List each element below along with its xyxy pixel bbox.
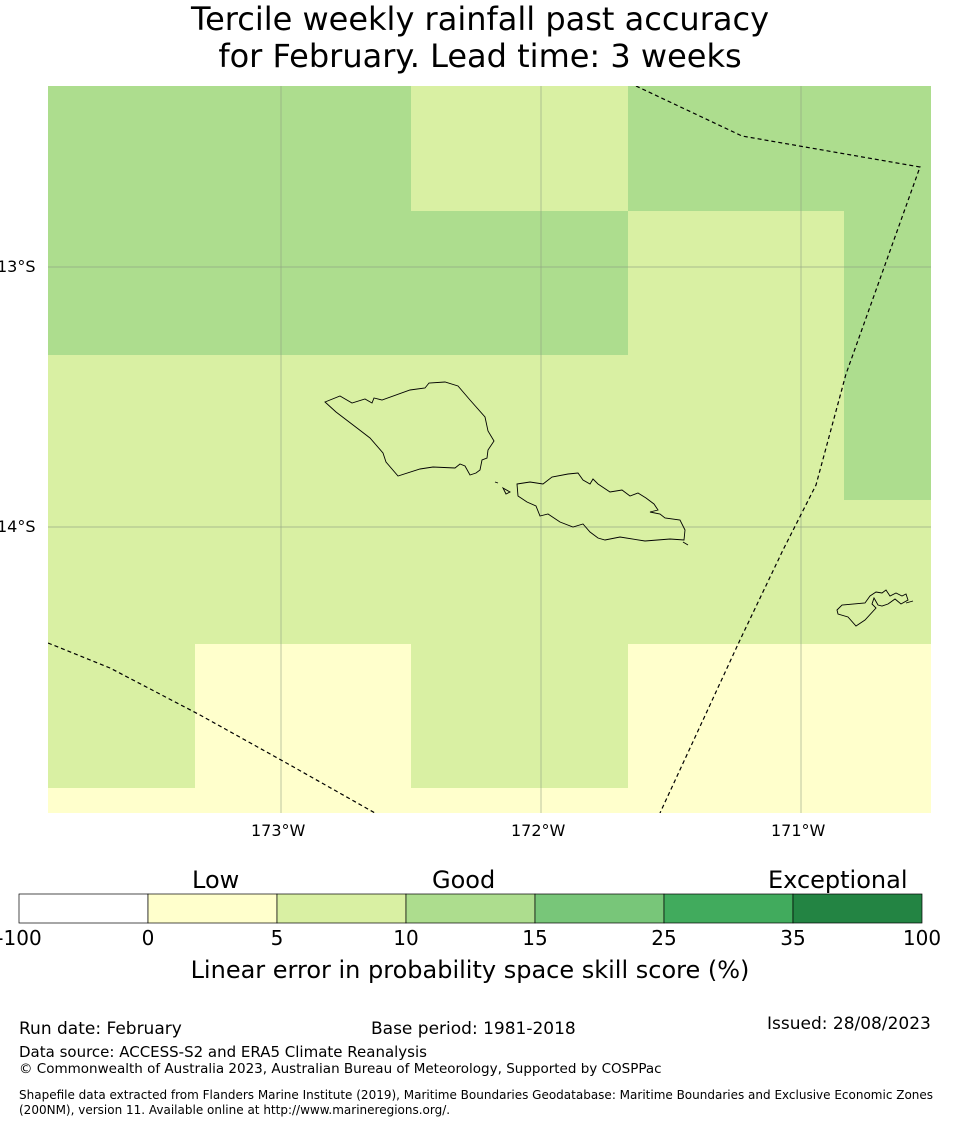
grid-cell	[844, 211, 931, 355]
grid-cell	[48, 355, 844, 500]
legend-colorbar	[18, 893, 923, 924]
legend-tick-label: 15	[522, 926, 548, 950]
legend-color-segment	[663, 893, 794, 924]
apolima-island	[494, 481, 499, 484]
copyright: © Commonwealth of Australia 2023, Austra…	[19, 1061, 662, 1077]
legend-color-segment	[792, 893, 923, 924]
shapefile-credit-line-2: (200NM), version 11. Available online at…	[19, 1103, 451, 1117]
legend-category-low: Low	[192, 866, 240, 894]
shapefile-credit-line-1: Shapefile data extracted from Flanders M…	[19, 1088, 934, 1102]
legend-color-segment	[405, 893, 536, 924]
legend-tick-label: 35	[780, 926, 806, 950]
lat-label-14s: 14°S	[0, 517, 36, 536]
map-title-line-1: Tercile weekly rainfall past accuracy	[190, 0, 769, 38]
grid-cell	[195, 644, 411, 788]
grid-cell	[48, 86, 411, 211]
data-source: Data source: ACCESS-S2 and ERA5 Climate …	[19, 1043, 427, 1061]
grid-cell	[48, 644, 195, 788]
legend-tick-label: 5	[270, 926, 284, 950]
manono-island	[501, 486, 511, 495]
upolu-island	[516, 472, 686, 542]
savaii-island	[324, 381, 495, 477]
tutuila-island	[836, 589, 909, 627]
legend-color-segment	[147, 893, 278, 924]
grid-cell	[628, 86, 931, 211]
lat-label-13s: 13°S	[0, 257, 36, 276]
lon-label-172w: 172°W	[511, 821, 566, 840]
legend-category-good: Good	[432, 866, 496, 894]
legend-category-exceptional: Exceptional	[768, 866, 908, 894]
grid-cell	[628, 211, 844, 355]
legend-color-segment	[18, 893, 149, 924]
grid-cell	[411, 644, 628, 788]
lon-label-171w: 171°W	[771, 821, 826, 840]
base-period: Base period: 1981-2018	[371, 1019, 576, 1039]
issued-date: Issued: 28/08/2023	[767, 1014, 931, 1034]
legend-xlabel: Linear error in probability space skill …	[190, 956, 750, 984]
run-date: Run date: February	[19, 1019, 182, 1039]
grid-cell	[411, 86, 628, 211]
graticule	[48, 86, 931, 813]
legend-tick-label: 25	[651, 926, 677, 950]
legend-tick-label: 10	[393, 926, 419, 950]
grid-cell	[48, 500, 931, 644]
skill-grid	[48, 86, 931, 813]
nuutele-islet	[682, 541, 689, 546]
grid-cell	[48, 788, 931, 813]
aunuu-islet	[905, 600, 914, 604]
grid-cell	[48, 211, 628, 355]
lon-label-173w: 173°W	[251, 821, 306, 840]
map-title-line-2: for February. Lead time: 3 weeks	[218, 37, 742, 75]
grid-cell	[628, 644, 931, 788]
legend-color-segment	[276, 893, 407, 924]
grid-cell	[844, 355, 931, 500]
island-outlines	[324, 381, 914, 627]
legend-tick-label: -100	[0, 926, 42, 950]
legend-color-segment	[534, 893, 665, 924]
legend-tick-label: 0	[141, 926, 155, 950]
legend-tick-label: 100	[902, 926, 942, 950]
eez-boundary-lines	[48, 86, 921, 813]
